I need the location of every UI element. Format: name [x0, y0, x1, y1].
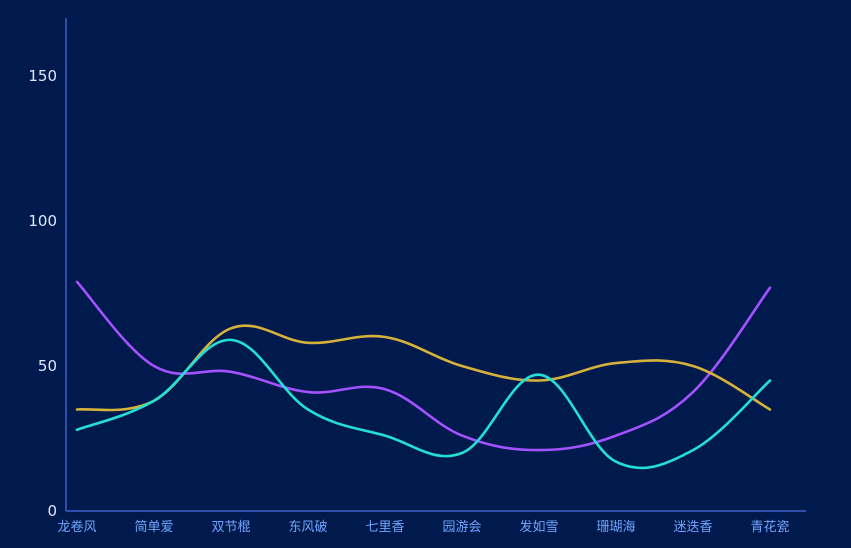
x-tick-label: 珊瑚海 — [596, 520, 635, 535]
x-tick-label: 七里香 — [365, 520, 404, 535]
series-line-2 — [75, 324, 772, 412]
x-tick-label: 发如雪 — [519, 519, 558, 535]
y-tick-label: 0 — [47, 502, 57, 520]
series-line-1 — [75, 280, 772, 452]
x-tick-label: 龙卷风 — [57, 519, 96, 535]
x-tick-label: 东风破 — [288, 520, 327, 535]
series-lines — [75, 280, 772, 470]
x-tick-label: 青花瓷 — [750, 519, 789, 535]
x-axis-labels: 龙卷风 简单爱 双节棍 东风破 七里香 园游会 发如雪 珊瑚海 迷迭香 青花瓷 — [57, 519, 789, 535]
y-tick-label: 100 — [28, 212, 57, 230]
y-tick-label: 150 — [28, 67, 57, 85]
x-tick-label: 双节棍 — [211, 520, 250, 535]
series-line-3 — [75, 338, 772, 470]
y-tick-label: 50 — [38, 357, 57, 375]
x-tick-label: 园游会 — [442, 520, 481, 535]
y-axis-labels: 0 50 100 150 — [28, 67, 57, 520]
x-tick-label: 迷迭香 — [673, 520, 712, 535]
x-tick-label: 简单爱 — [134, 519, 173, 535]
